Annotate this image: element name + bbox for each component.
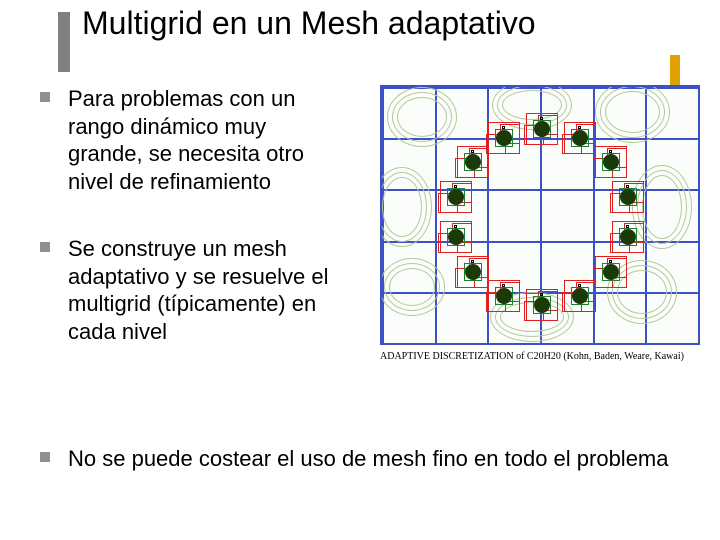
bullet-item: Para problemas con un rango dinámico muy… <box>40 85 330 195</box>
coarse-gridline-h <box>382 343 698 345</box>
refine-box-l3 <box>540 117 543 120</box>
accent-bar-left <box>58 12 70 72</box>
atom-blob <box>534 297 550 313</box>
bullet-text: Se construye un mesh adaptativo y se res… <box>68 235 330 345</box>
accent-bar-right <box>670 55 680 85</box>
adaptive-mesh-figure: ADAPTIVE DISCRETIZATION of C20H20 (Kohn,… <box>380 85 700 385</box>
figure-frame <box>380 85 700 345</box>
bullet-square-icon <box>40 452 50 462</box>
page-title: Multigrid en un Mesh adaptativo <box>82 5 536 42</box>
figure-caption: ADAPTIVE DISCRETIZATION of C20H20 (Kohn,… <box>380 351 700 362</box>
refine-box-l3 <box>471 150 474 153</box>
refine-box-l3 <box>454 185 457 188</box>
atom-blob <box>534 121 550 137</box>
contour-line <box>380 258 445 316</box>
body-area: Para problemas con un rango dinámico muy… <box>40 85 690 520</box>
contour-line <box>380 167 432 247</box>
left-column: Para problemas con un rango dinámico muy… <box>40 85 330 345</box>
atom-blob <box>448 229 464 245</box>
refine-box-l3 <box>609 150 612 153</box>
refine-box-l3 <box>540 293 543 296</box>
refine-box-l3 <box>609 260 612 263</box>
refine-box-l3 <box>502 284 505 287</box>
bullet-square-icon <box>40 92 50 102</box>
atom-blob <box>603 264 619 280</box>
refine-box-l3 <box>626 225 629 228</box>
refine-box-l3 <box>471 260 474 263</box>
refine-box-l3 <box>578 284 581 287</box>
refine-box-l3 <box>578 126 581 129</box>
coarse-gridline-v <box>698 87 700 343</box>
atom-blob <box>620 229 636 245</box>
contour-line <box>595 85 670 143</box>
refine-box-l3 <box>626 185 629 188</box>
atom-blob <box>465 264 481 280</box>
bullet-text: Para problemas con un rango dinámico muy… <box>68 85 330 195</box>
atom-blob <box>572 130 588 146</box>
contour-line <box>387 87 457 147</box>
bullet-text: No se puede costear el uso de mesh fino … <box>68 445 669 473</box>
bullet-item: Se construye un mesh adaptativo y se res… <box>40 235 330 345</box>
refine-box-l3 <box>454 225 457 228</box>
refine-box-l3 <box>502 126 505 129</box>
atom-blob <box>496 130 512 146</box>
atom-blob <box>603 154 619 170</box>
atom-blob <box>496 288 512 304</box>
bullet-square-icon <box>40 242 50 252</box>
bullet-item: No se puede costear el uso de mesh fino … <box>40 445 680 473</box>
